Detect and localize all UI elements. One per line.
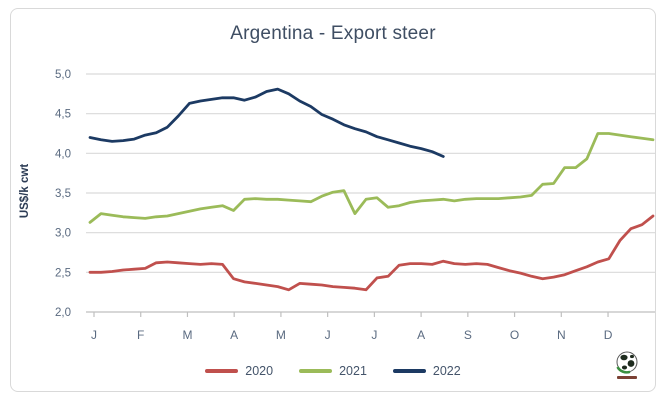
legend-item-2021: 2021 [299, 364, 367, 378]
y-tick-label-2,5: 2,5 [55, 267, 71, 279]
legend-item-2020: 2020 [205, 364, 273, 378]
globe-land-1 [620, 354, 628, 361]
chart-frame: Argentina - Export steer US$/k cwt 2,0 2,… [10, 8, 656, 392]
chart-title: Argentina - Export steer [230, 23, 436, 44]
globe-logo-graphic [616, 351, 638, 379]
globe-green-arc [616, 366, 631, 374]
globe-land-3 [621, 365, 628, 370]
globe-land-2 [627, 360, 635, 367]
chart-legend: 2020 2021 2022 [11, 361, 655, 381]
legend-swatch-2020 [205, 369, 239, 373]
x-tick-label-0: J [91, 328, 97, 342]
x-tick-label-3: A [230, 328, 238, 342]
globe-logo [613, 349, 641, 383]
x-tick-label-4: M [276, 328, 286, 342]
x-tick-label-5: J [325, 328, 331, 342]
x-tick-label-6: J [371, 328, 377, 342]
plot-svg: 2,0 2,5 3,0 3,5 4,0 4,5 5,0 J F M A M J J A S O N D [55, 69, 655, 342]
globe-land-4 [630, 354, 634, 359]
series-line-2022 [88, 87, 445, 158]
series-line-2020 [88, 214, 655, 292]
y-tick-label-2,0: 2,0 [55, 307, 71, 319]
x-tick-label-9: O [510, 328, 519, 342]
x-tick-label-8: S [464, 328, 472, 342]
y-tick-label-4,0: 4,0 [55, 148, 71, 160]
y-tick-label-3,0: 3,0 [55, 228, 71, 240]
x-tick-label-2: M [182, 328, 192, 342]
legend-label-2020: 2020 [245, 364, 274, 378]
legend-label-2022: 2022 [432, 364, 461, 378]
y-tick-label-4,5: 4,5 [55, 109, 71, 121]
x-tick-label-11: D [604, 328, 613, 342]
x-tick-label-7: A [417, 328, 425, 342]
legend-item-2022: 2022 [392, 364, 461, 378]
legend-label-2021: 2021 [339, 364, 367, 378]
y-tick-label-5,0: 5,0 [55, 69, 71, 81]
legend-swatch-2022 [392, 369, 426, 373]
x-tick-label-1: F [137, 328, 144, 342]
series-line-2021 [88, 132, 655, 224]
x-tick-label-10: N [557, 328, 566, 342]
legend-swatch-2021 [299, 369, 333, 373]
y-tick-label-3,5: 3,5 [55, 188, 71, 200]
logo-caption-bar [617, 376, 637, 379]
